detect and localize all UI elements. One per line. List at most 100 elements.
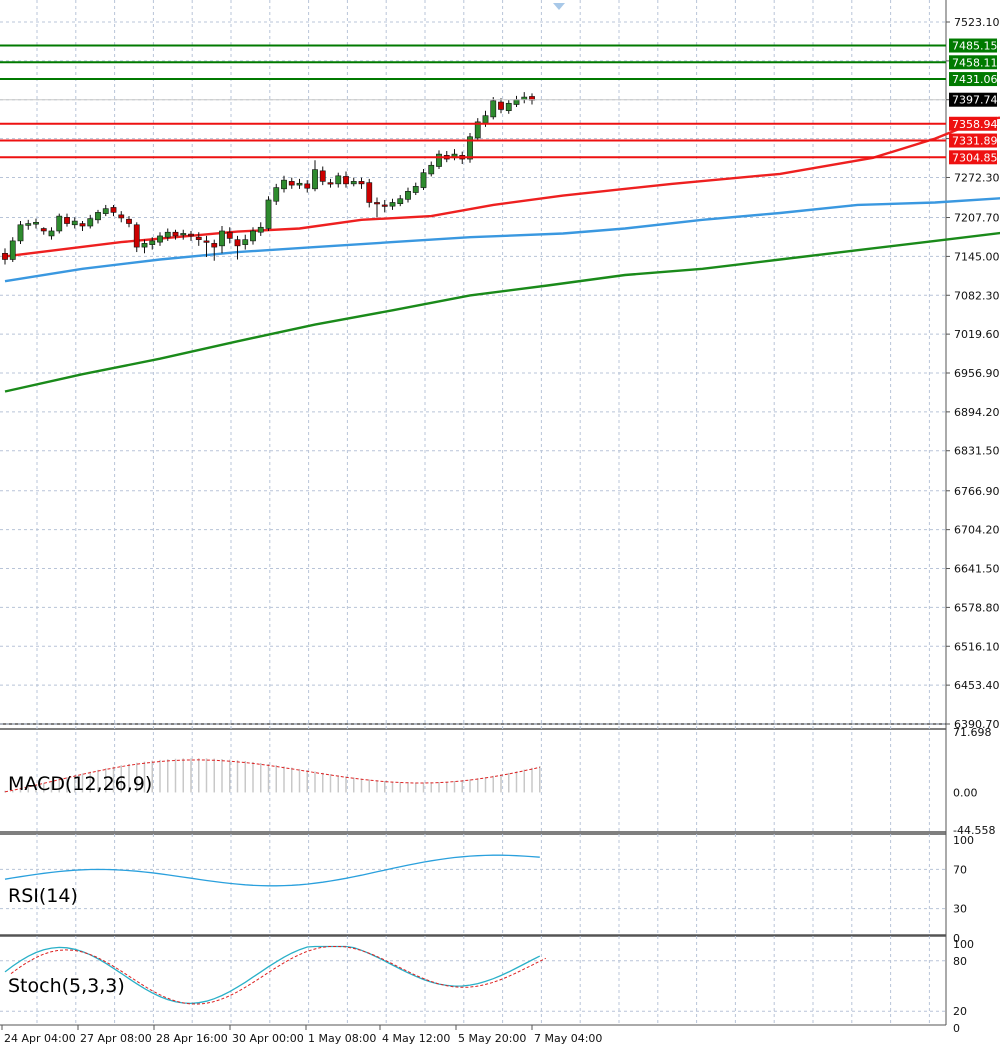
current-price-tag-label: 7397.74 [952,94,998,107]
candle [33,221,39,225]
candle [474,121,481,139]
rsi-pane [0,854,946,910]
candle [195,236,202,240]
candle [118,214,125,219]
x-tick-label: 27 Apr 08:00 [80,1032,152,1045]
x-tick-label: 28 Apr 16:00 [156,1032,228,1045]
price-pane [0,3,1000,393]
candle [40,228,47,232]
candle [102,208,109,214]
candle [405,191,411,200]
resistance-level-tag [949,55,997,70]
macd-label: MACD(12,26,9) [8,773,152,795]
candle [133,224,140,248]
support-level-tag-label: 7304.85 [952,151,998,164]
candle [397,198,404,204]
x-tick-label: 1 May 08:00 [308,1032,376,1045]
x-tick-label: 24 Apr 04:00 [4,1032,76,1045]
candle [428,164,435,175]
axes: 7523.10 7272.30 7207.70 7145.00 7082.30 7019.… [1,16,1000,1045]
candle [2,252,8,260]
candle [420,172,427,188]
rsi-tick-label: 100 [953,834,974,847]
y-tick-label: 6641.50 [954,563,1000,576]
candle [172,231,179,237]
grid [0,0,947,1026]
candle [366,182,373,203]
candle [467,136,473,160]
y-tick-label: 6704.20 [954,524,1000,537]
candle [436,153,442,167]
candle [343,176,349,185]
macd-tick-label: 0.00 [953,786,978,799]
candle [56,215,63,232]
stoch-tick-label: 0 [953,1022,960,1035]
resistance-level-tag-label: 7458.11 [952,56,998,69]
candle [211,243,218,248]
candle [281,179,287,190]
candle [157,235,163,243]
candle [327,182,334,185]
candle [9,240,16,260]
stoch-main-line [4,945,541,1005]
candle [296,182,303,186]
y-tick-label: 7145.00 [954,250,1000,263]
candle [265,199,272,229]
candle [110,207,117,213]
candle [250,230,256,242]
candle [358,181,365,185]
macd-pane [4,758,541,793]
macd-tick-label: -44.558 [953,824,995,837]
y-tick-label: 6578.80 [954,601,1000,614]
scroll-marker-icon [553,3,565,10]
candle [219,230,225,247]
candle [521,96,528,100]
candle [482,115,489,124]
candle [242,239,249,245]
candle [149,240,156,245]
candle [226,231,233,239]
resistance-level-tag-label: 7485.15 [952,40,998,53]
x-tick-label: 7 May 04:00 [534,1032,602,1045]
candle [180,233,187,236]
y-tick-label: 7207.70 [954,212,1000,225]
rsi-line [4,854,540,887]
candle [48,230,55,237]
support-level-tag [949,150,997,165]
candle [203,240,210,243]
macd-tick-label: 71.698 [953,726,992,739]
candle [234,239,241,247]
support-level-tag-label: 7358.94 [952,118,998,131]
support-level-tag [949,133,997,148]
y-tick-label: 7272.30 [954,171,1000,184]
x-tick-label: 30 Apr 00:00 [232,1032,304,1045]
candle [505,102,512,112]
stoch-tick-label: 80 [953,955,967,968]
candle [490,100,497,118]
candle [381,204,388,207]
stoch-tick-label: 100 [953,938,974,951]
candle [79,223,86,227]
candle [288,181,295,186]
candle [87,218,94,227]
resistance-level-tag [949,38,997,53]
candle [374,202,380,205]
candle [71,220,78,226]
stoch-pane [0,945,946,1012]
candle [141,243,148,248]
candle [312,169,318,190]
candle [513,99,520,105]
candle [164,231,171,238]
candle [25,223,32,226]
candle [126,218,132,224]
candle [389,202,396,207]
y-tick-label: 7523.10 [954,16,1000,29]
y-tick-label: 7019.60 [954,328,1000,341]
candle [304,183,311,189]
y-tick-label: 6453.40 [954,679,1000,692]
y-tick-label: 6956.90 [954,367,1000,380]
candle [17,224,24,242]
y-tick-label: 6894.20 [954,406,1000,419]
macd-signal-line [4,759,540,793]
resistance-level-tag [949,72,997,87]
